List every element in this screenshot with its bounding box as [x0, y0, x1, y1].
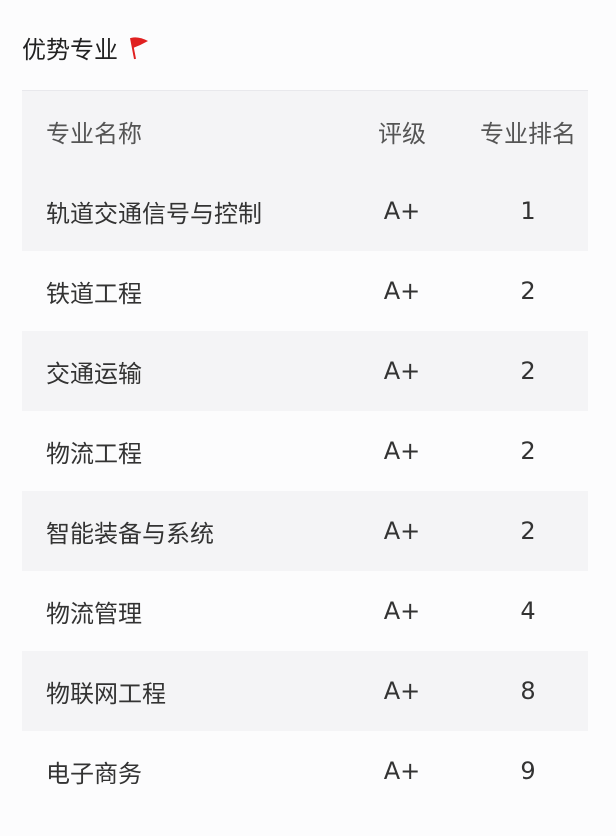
grade: A+: [383, 277, 421, 305]
rank: 9: [520, 757, 536, 785]
table-row: 智能装备与系统 A+ 2: [22, 491, 588, 571]
rank: 2: [520, 437, 536, 465]
grade: A+: [383, 517, 421, 545]
table-row: 交通运输 A+ 2: [22, 331, 588, 411]
table-row: 铁道工程 A+ 2: [22, 251, 588, 331]
grade: A+: [383, 437, 421, 465]
major-name: 物流工程: [46, 439, 142, 468]
table-row: 物联网工程 A+ 8: [22, 651, 588, 731]
header-grade: 评级: [378, 119, 426, 148]
table-row: 电子商务 A+ 9: [22, 731, 588, 811]
grade: A+: [383, 197, 421, 225]
major-name: 物流管理: [46, 599, 142, 628]
grade: A+: [383, 677, 421, 705]
rank: 2: [520, 357, 536, 385]
major-name: 智能装备与系统: [46, 519, 214, 548]
major-name: 交通运输: [46, 359, 142, 388]
red-flag-icon: [130, 36, 148, 59]
header-name: 专业名称: [46, 119, 142, 148]
grade: A+: [383, 597, 421, 625]
major-name: 电子商务: [46, 759, 142, 788]
table-header: 专业名称 评级 专业排名: [22, 91, 588, 171]
table-row: 轨道交通信号与控制 A+ 1: [22, 171, 588, 251]
table-row: 物流管理 A+ 4: [22, 571, 588, 651]
rank: 4: [520, 597, 536, 625]
section-title: 优势专业: [22, 30, 152, 65]
title-text: 优势专业: [22, 36, 118, 64]
major-name: 轨道交通信号与控制: [46, 199, 262, 228]
rank: 8: [520, 677, 536, 705]
header-rank: 专业排名: [480, 119, 576, 148]
grade: A+: [383, 757, 421, 785]
rank: 2: [520, 517, 536, 545]
majors-table: 专业名称 评级 专业排名 轨道交通信号与控制 A+ 1 铁道工程 A+ 2 交通运输 A+ 2 物…: [22, 90, 588, 811]
rank: 1: [520, 197, 536, 225]
table-row: 物流工程 A+ 2: [22, 411, 588, 491]
major-name: 物联网工程: [46, 679, 166, 708]
grade: A+: [383, 357, 421, 385]
rank: 2: [520, 277, 536, 305]
major-name: 铁道工程: [46, 279, 142, 308]
